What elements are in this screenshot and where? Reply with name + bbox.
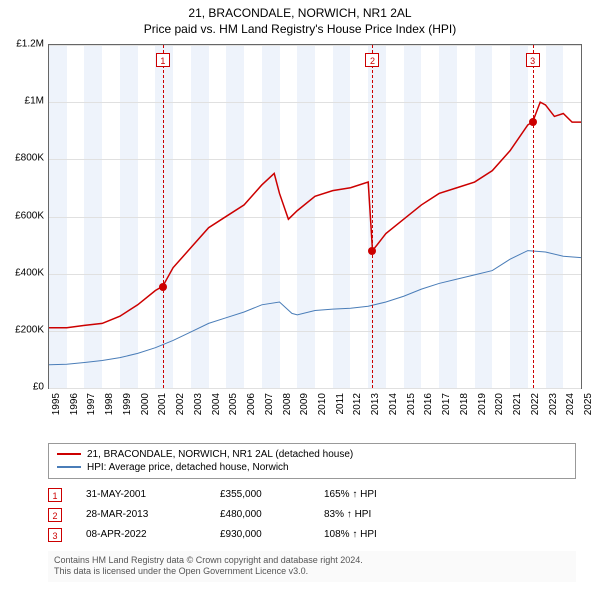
event-line [372,45,373,388]
event-date: 08-APR-2022 [86,529,196,540]
chart-area: £0£200K£400K£600K£800K£1M£1.2M 123 19951… [8,44,582,439]
y-axis: £0£200K£400K£600K£800K£1M£1.2M [8,44,48,389]
event-line [533,45,534,388]
event-badge: 1 [48,488,62,502]
x-tick-label: 2009 [299,393,310,415]
legend-row: HPI: Average price, detached house, Norw… [57,461,567,474]
x-tick-label: 2021 [512,393,523,415]
y-tick-label: £1M [25,96,44,107]
event-dot [529,118,537,126]
y-tick-label: £400K [15,267,44,278]
event-price: £930,000 [220,529,300,540]
event-dot [159,283,167,291]
event-date: 28-MAR-2013 [86,509,196,520]
x-tick-label: 2023 [548,393,559,415]
x-tick-label: 1997 [86,393,97,415]
plot-region: 1 2 3 [48,44,582,389]
event-table-row: 2 28-MAR-2013 £480,000 83% ↑ HPI [48,505,576,525]
legend-swatch [57,453,81,455]
y-tick-label: £800K [15,153,44,164]
event-marker: 1 [156,53,170,67]
y-tick-label: £1.2M [16,39,44,50]
x-tick-label: 1999 [122,393,133,415]
x-tick-label: 2005 [228,393,239,415]
event-badge: 2 [48,508,62,522]
x-tick-label: 2006 [246,393,257,415]
event-table-row: 3 08-APR-2022 £930,000 108% ↑ HPI [48,525,576,545]
chart-lines-svg [49,45,581,388]
event-marker: 3 [526,53,540,67]
x-tick-label: 1996 [69,393,80,415]
x-tick-label: 2018 [459,393,470,415]
x-tick-label: 2008 [282,393,293,415]
x-tick-label: 2012 [352,393,363,415]
x-tick-label: 2022 [530,393,541,415]
y-tick-label: £0 [33,382,44,393]
x-tick-label: 2007 [264,393,275,415]
chart-subtitle: Price paid vs. HM Land Registry's House … [0,22,600,36]
x-tick-label: 2004 [211,393,222,415]
x-tick-label: 2013 [370,393,381,415]
event-table-row: 1 31-MAY-2001 £355,000 165% ↑ HPI [48,485,576,505]
x-tick-label: 2011 [335,393,346,415]
legend-row: 21, BRACONDALE, NORWICH, NR1 2AL (detach… [57,448,567,461]
event-dot [368,247,376,255]
event-price: £355,000 [220,489,300,500]
legend-label: HPI: Average price, detached house, Norw… [87,462,289,473]
x-tick-label: 2014 [388,393,399,415]
event-badge: 3 [48,528,62,542]
events-table: 1 31-MAY-2001 £355,000 165% ↑ HPI 2 28-MAR-20… [48,485,576,545]
chart-legend: 21, BRACONDALE, NORWICH, NR1 2AL (detach… [48,443,576,479]
legend-label: 21, BRACONDALE, NORWICH, NR1 2AL (detach… [87,449,353,460]
x-tick-label: 2015 [406,393,417,415]
event-pct: 165% ↑ HPI [324,489,424,500]
event-marker: 2 [365,53,379,67]
x-tick-label: 2025 [583,393,594,415]
footer-line-2: This data is licensed under the Open Gov… [54,566,570,578]
y-tick-label: £600K [15,210,44,221]
chart-footer: Contains HM Land Registry data © Crown c… [48,551,576,582]
x-tick-label: 2016 [423,393,434,415]
event-date: 31-MAY-2001 [86,489,196,500]
x-tick-label: 2017 [441,393,452,415]
event-line [163,45,164,388]
x-tick-label: 2003 [193,393,204,415]
footer-line-1: Contains HM Land Registry data © Crown c… [54,555,570,567]
series-price_paid [49,102,581,328]
chart-title: 21, BRACONDALE, NORWICH, NR1 2AL [0,6,600,20]
event-pct: 83% ↑ HPI [324,509,424,520]
y-tick-label: £200K [15,324,44,335]
x-tick-label: 2001 [157,393,168,415]
x-tick-label: 2000 [140,393,151,415]
chart-title-block: 21, BRACONDALE, NORWICH, NR1 2AL Price p… [0,0,600,40]
x-tick-label: 2010 [317,393,328,415]
x-tick-label: 2020 [494,393,505,415]
x-tick-label: 2024 [565,393,576,415]
x-axis: 1995 1996 1997 1998 1999 2000 2001 2002 2003 2004… [48,389,582,439]
x-tick-label: 2002 [175,393,186,415]
event-price: £480,000 [220,509,300,520]
event-pct: 108% ↑ HPI [324,529,424,540]
x-tick-label: 2019 [477,393,488,415]
x-tick-label: 1998 [104,393,115,415]
legend-swatch [57,466,81,468]
x-tick-label: 1995 [51,393,62,415]
series-hpi [49,251,581,365]
